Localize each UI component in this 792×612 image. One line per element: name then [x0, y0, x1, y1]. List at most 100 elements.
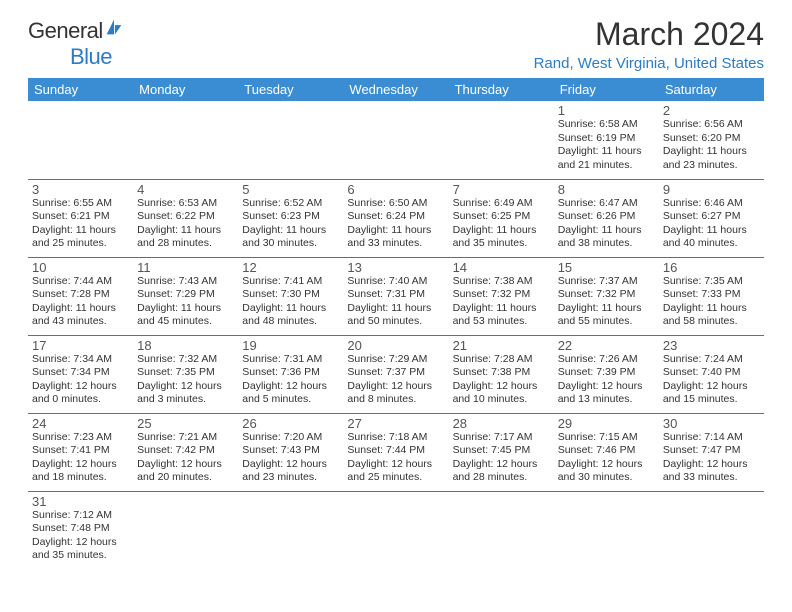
day-info: Sunrise: 6:46 AMSunset: 6:27 PMDaylight:… — [663, 197, 760, 252]
calendar-row: 3Sunrise: 6:55 AMSunset: 6:21 PMDaylight… — [28, 179, 764, 257]
day-number: 1 — [558, 103, 655, 118]
day-number: 4 — [137, 182, 234, 197]
day-info: Sunrise: 6:58 AMSunset: 6:19 PMDaylight:… — [558, 118, 655, 173]
calendar-cell: 4Sunrise: 6:53 AMSunset: 6:22 PMDaylight… — [133, 179, 238, 257]
calendar-cell: 8Sunrise: 6:47 AMSunset: 6:26 PMDaylight… — [554, 179, 659, 257]
month-title: March 2024 — [534, 16, 764, 53]
calendar-cell-empty — [238, 491, 343, 569]
day-number: 2 — [663, 103, 760, 118]
calendar-cell: 1Sunrise: 6:58 AMSunset: 6:19 PMDaylight… — [554, 101, 659, 179]
day-header: Sunday — [28, 78, 133, 101]
day-info: Sunrise: 7:15 AMSunset: 7:46 PMDaylight:… — [558, 431, 655, 486]
calendar-cell: 15Sunrise: 7:37 AMSunset: 7:32 PMDayligh… — [554, 257, 659, 335]
logo: GeneralBlue — [28, 16, 125, 70]
day-number: 27 — [347, 416, 444, 431]
day-number: 14 — [453, 260, 550, 275]
calendar-cell-empty — [449, 491, 554, 569]
calendar-cell-empty — [449, 101, 554, 179]
day-info: Sunrise: 7:24 AMSunset: 7:40 PMDaylight:… — [663, 353, 760, 408]
day-number: 28 — [453, 416, 550, 431]
calendar-row: 10Sunrise: 7:44 AMSunset: 7:28 PMDayligh… — [28, 257, 764, 335]
day-info: Sunrise: 6:47 AMSunset: 6:26 PMDaylight:… — [558, 197, 655, 252]
day-info: Sunrise: 6:53 AMSunset: 6:22 PMDaylight:… — [137, 197, 234, 252]
calendar-cell: 20Sunrise: 7:29 AMSunset: 7:37 PMDayligh… — [343, 335, 448, 413]
calendar-cell: 12Sunrise: 7:41 AMSunset: 7:30 PMDayligh… — [238, 257, 343, 335]
day-info: Sunrise: 7:21 AMSunset: 7:42 PMDaylight:… — [137, 431, 234, 486]
calendar-cell: 3Sunrise: 6:55 AMSunset: 6:21 PMDaylight… — [28, 179, 133, 257]
day-number: 19 — [242, 338, 339, 353]
day-info: Sunrise: 7:35 AMSunset: 7:33 PMDaylight:… — [663, 275, 760, 330]
calendar-cell: 7Sunrise: 6:49 AMSunset: 6:25 PMDaylight… — [449, 179, 554, 257]
day-info: Sunrise: 7:32 AMSunset: 7:35 PMDaylight:… — [137, 353, 234, 408]
day-info: Sunrise: 7:44 AMSunset: 7:28 PMDaylight:… — [32, 275, 129, 330]
day-header: Saturday — [659, 78, 764, 101]
day-header: Monday — [133, 78, 238, 101]
calendar-cell: 11Sunrise: 7:43 AMSunset: 7:29 PMDayligh… — [133, 257, 238, 335]
day-number: 15 — [558, 260, 655, 275]
day-number: 22 — [558, 338, 655, 353]
calendar-cell: 17Sunrise: 7:34 AMSunset: 7:34 PMDayligh… — [28, 335, 133, 413]
day-header: Wednesday — [343, 78, 448, 101]
logo-text-1: General — [28, 18, 103, 43]
day-info: Sunrise: 7:34 AMSunset: 7:34 PMDaylight:… — [32, 353, 129, 408]
day-info: Sunrise: 7:40 AMSunset: 7:31 PMDaylight:… — [347, 275, 444, 330]
calendar-cell: 27Sunrise: 7:18 AMSunset: 7:44 PMDayligh… — [343, 413, 448, 491]
day-number: 11 — [137, 260, 234, 275]
calendar-cell: 5Sunrise: 6:52 AMSunset: 6:23 PMDaylight… — [238, 179, 343, 257]
day-info: Sunrise: 6:49 AMSunset: 6:25 PMDaylight:… — [453, 197, 550, 252]
day-info: Sunrise: 6:56 AMSunset: 6:20 PMDaylight:… — [663, 118, 760, 173]
calendar-cell-empty — [343, 101, 448, 179]
day-number: 29 — [558, 416, 655, 431]
day-number: 12 — [242, 260, 339, 275]
day-info: Sunrise: 6:50 AMSunset: 6:24 PMDaylight:… — [347, 197, 444, 252]
calendar-cell: 13Sunrise: 7:40 AMSunset: 7:31 PMDayligh… — [343, 257, 448, 335]
day-info: Sunrise: 7:28 AMSunset: 7:38 PMDaylight:… — [453, 353, 550, 408]
day-info: Sunrise: 7:29 AMSunset: 7:37 PMDaylight:… — [347, 353, 444, 408]
day-number: 6 — [347, 182, 444, 197]
day-info: Sunrise: 6:55 AMSunset: 6:21 PMDaylight:… — [32, 197, 129, 252]
day-number: 13 — [347, 260, 444, 275]
header: GeneralBlue March 2024 Rand, West Virgin… — [28, 16, 764, 72]
day-header: Tuesday — [238, 78, 343, 101]
day-info: Sunrise: 7:37 AMSunset: 7:32 PMDaylight:… — [558, 275, 655, 330]
day-info: Sunrise: 7:18 AMSunset: 7:44 PMDaylight:… — [347, 431, 444, 486]
day-info: Sunrise: 7:41 AMSunset: 7:30 PMDaylight:… — [242, 275, 339, 330]
calendar-row: 24Sunrise: 7:23 AMSunset: 7:41 PMDayligh… — [28, 413, 764, 491]
calendar-cell: 2Sunrise: 6:56 AMSunset: 6:20 PMDaylight… — [659, 101, 764, 179]
day-number: 21 — [453, 338, 550, 353]
day-number: 23 — [663, 338, 760, 353]
day-number: 7 — [453, 182, 550, 197]
day-header-row: SundayMondayTuesdayWednesdayThursdayFrid… — [28, 78, 764, 101]
day-info: Sunrise: 7:31 AMSunset: 7:36 PMDaylight:… — [242, 353, 339, 408]
day-info: Sunrise: 7:26 AMSunset: 7:39 PMDaylight:… — [558, 353, 655, 408]
calendar-cell-empty — [133, 491, 238, 569]
day-info: Sunrise: 7:43 AMSunset: 7:29 PMDaylight:… — [137, 275, 234, 330]
calendar-cell: 28Sunrise: 7:17 AMSunset: 7:45 PMDayligh… — [449, 413, 554, 491]
calendar-cell: 18Sunrise: 7:32 AMSunset: 7:35 PMDayligh… — [133, 335, 238, 413]
day-header: Friday — [554, 78, 659, 101]
calendar-cell: 26Sunrise: 7:20 AMSunset: 7:43 PMDayligh… — [238, 413, 343, 491]
sail-icon — [103, 16, 125, 38]
calendar-cell-empty — [554, 491, 659, 569]
day-number: 24 — [32, 416, 129, 431]
calendar-cell-empty — [28, 101, 133, 179]
calendar-cell: 31Sunrise: 7:12 AMSunset: 7:48 PMDayligh… — [28, 491, 133, 569]
calendar-cell: 16Sunrise: 7:35 AMSunset: 7:33 PMDayligh… — [659, 257, 764, 335]
calendar-cell-empty — [343, 491, 448, 569]
calendar-cell: 24Sunrise: 7:23 AMSunset: 7:41 PMDayligh… — [28, 413, 133, 491]
calendar-cell: 6Sunrise: 6:50 AMSunset: 6:24 PMDaylight… — [343, 179, 448, 257]
day-info: Sunrise: 7:23 AMSunset: 7:41 PMDaylight:… — [32, 431, 129, 486]
day-number: 16 — [663, 260, 760, 275]
day-number: 30 — [663, 416, 760, 431]
calendar-cell: 19Sunrise: 7:31 AMSunset: 7:36 PMDayligh… — [238, 335, 343, 413]
day-info: Sunrise: 7:38 AMSunset: 7:32 PMDaylight:… — [453, 275, 550, 330]
calendar-row: 31Sunrise: 7:12 AMSunset: 7:48 PMDayligh… — [28, 491, 764, 569]
day-number: 20 — [347, 338, 444, 353]
calendar-cell: 21Sunrise: 7:28 AMSunset: 7:38 PMDayligh… — [449, 335, 554, 413]
day-info: Sunrise: 6:52 AMSunset: 6:23 PMDaylight:… — [242, 197, 339, 252]
calendar-cell: 25Sunrise: 7:21 AMSunset: 7:42 PMDayligh… — [133, 413, 238, 491]
calendar-cell: 10Sunrise: 7:44 AMSunset: 7:28 PMDayligh… — [28, 257, 133, 335]
calendar-cell: 30Sunrise: 7:14 AMSunset: 7:47 PMDayligh… — [659, 413, 764, 491]
calendar-cell: 23Sunrise: 7:24 AMSunset: 7:40 PMDayligh… — [659, 335, 764, 413]
day-number: 3 — [32, 182, 129, 197]
